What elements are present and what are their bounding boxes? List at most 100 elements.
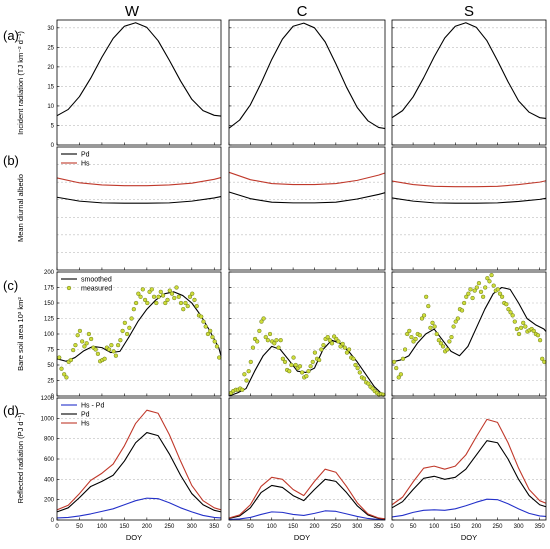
data-point-measured [106, 347, 112, 352]
panel-frame [228, 271, 386, 397]
data-point-measured [297, 364, 303, 369]
data-point-measured [71, 347, 76, 353]
data-point-measured [62, 372, 67, 377]
panel-b-s [391, 146, 547, 271]
y-tick-label: 175 [44, 286, 55, 292]
column-title-c: C [297, 3, 308, 20]
data-point-measured [93, 347, 98, 352]
data-point-measured [417, 333, 422, 338]
series-line-pd [391, 197, 547, 204]
data-point-measured [405, 331, 410, 337]
legend-entry-measured: measured [66, 285, 112, 292]
y-tick-label: 100 [44, 332, 55, 338]
series-line-hs-pd [56, 497, 222, 519]
data-point-measured [149, 287, 154, 292]
panel-frame [228, 397, 386, 521]
data-point-measured [212, 339, 217, 344]
y-tick-label: 25 [47, 379, 54, 385]
data-point-measured [142, 297, 148, 303]
data-point-measured [540, 356, 545, 361]
y-tick-label: 150 [44, 301, 55, 307]
data-point-measured [419, 316, 425, 321]
xlabel-w: DOY [126, 533, 142, 542]
data-point-measured [151, 294, 157, 299]
data-point-measured [77, 328, 83, 334]
xlabel-s: DOY [461, 533, 477, 542]
data-point-measured [127, 325, 132, 330]
data-point-measured [521, 320, 526, 325]
data-point-measured [282, 359, 288, 365]
series-line-hs [56, 177, 222, 187]
data-point-measured [299, 370, 305, 375]
row-label-a: (a) [3, 28, 19, 43]
x-tick-label: 100 [429, 524, 440, 530]
data-point-measured [312, 350, 318, 355]
data-point-measured [438, 341, 444, 346]
y-tick-label: 10 [47, 104, 54, 110]
data-point-measured [163, 300, 168, 306]
legend-entry-hs-pd: Hs - Pd [61, 402, 104, 409]
data-point-measured [240, 387, 245, 392]
x-tick-label: 250 [492, 524, 503, 530]
ylabel-b: Mean diurnal albedo [16, 174, 25, 242]
data-point-measured [80, 339, 85, 344]
data-point-measured [88, 336, 94, 342]
data-point-measured [308, 364, 313, 369]
y-tick-label: 0 [51, 394, 55, 400]
data-point-measured [109, 343, 114, 348]
series-line-pd [228, 478, 386, 520]
data-point-measured [523, 324, 528, 329]
data-point-measured [394, 365, 399, 371]
series-line-pd [56, 432, 222, 513]
x-tick-label: 150 [288, 524, 299, 530]
y-tick-label: 600 [44, 457, 55, 463]
data-point-measured [192, 297, 197, 303]
data-point-measured [136, 291, 141, 296]
data-point-measured [306, 369, 311, 374]
data-point-measured [274, 338, 279, 343]
data-point-measured [508, 310, 513, 315]
data-point-measured [428, 325, 433, 330]
data-point-measured [82, 344, 87, 349]
legend-label: Pd [81, 151, 90, 158]
panel-a-c [228, 19, 386, 146]
x-tick-label: 50 [76, 524, 83, 530]
panel-a-s [391, 19, 547, 146]
data-point-measured [217, 355, 222, 360]
data-point-measured [276, 345, 281, 350]
panel-c-w: 0 25 50 75 100 125 150 175 200 smoothed measured [44, 270, 222, 400]
data-point-measured [75, 333, 80, 338]
data-point-measured [317, 357, 322, 363]
y-tick-label: 15 [47, 84, 54, 90]
series-line-hs [391, 418, 547, 506]
y-tick-label: 5 [51, 123, 55, 129]
panel-frame [391, 19, 547, 146]
panel-frame [391, 146, 547, 271]
y-tick-label: 50 [47, 363, 54, 369]
data-point-measured [287, 369, 292, 374]
data-point-measured [113, 353, 119, 358]
data-point-measured [205, 331, 211, 337]
legend-entry-pd: Pd [61, 151, 90, 158]
x-tick-label: 350 [209, 524, 220, 530]
data-point-measured [459, 308, 465, 313]
data-point-measured [357, 370, 362, 375]
panel-frame [56, 397, 222, 521]
data-point-measured [169, 291, 175, 296]
data-point-measured [129, 316, 134, 321]
y-tick-label: 30 [47, 26, 54, 32]
column-title-w: W [125, 3, 140, 20]
data-point-measured [201, 319, 206, 324]
legend-entry-hs: Hs [61, 420, 90, 427]
x-tick-label: 350 [374, 524, 385, 530]
y-tick-label: 800 [44, 437, 55, 443]
x-tick-label: 50 [247, 524, 254, 530]
data-point-measured [478, 289, 484, 294]
legend-label: Hs - Pd [81, 402, 104, 409]
legend-label: smoothed [81, 276, 112, 283]
data-point-measured [120, 328, 125, 334]
data-point-measured [203, 324, 208, 329]
data-point-measured [407, 328, 412, 334]
